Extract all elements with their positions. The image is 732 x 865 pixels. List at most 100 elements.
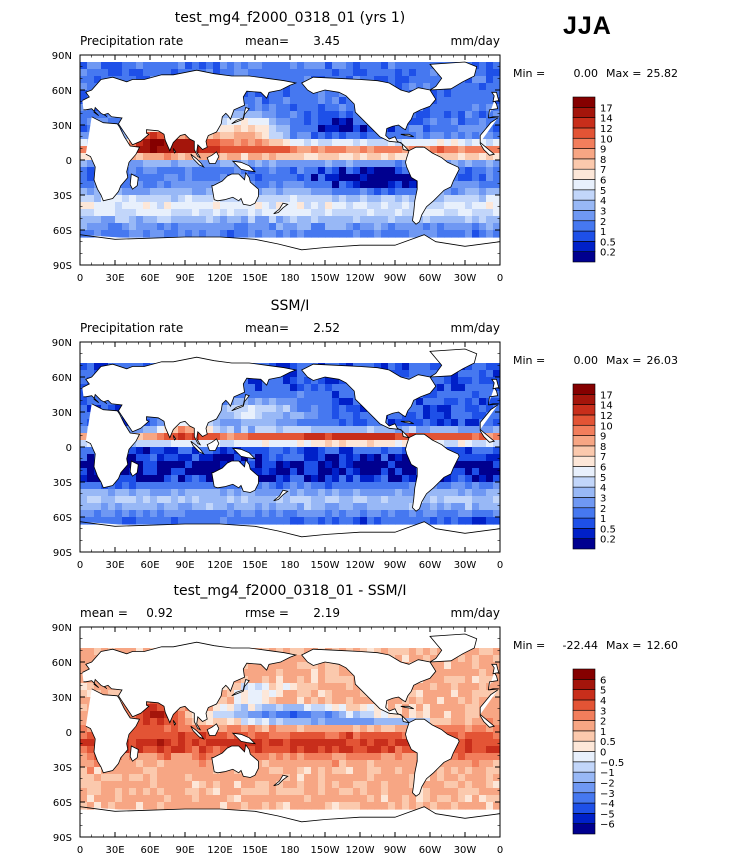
continent-outline <box>82 69 499 159</box>
continent-outline <box>273 202 289 215</box>
colorbar-label: 1 <box>600 514 606 525</box>
colorbar-label: 0.2 <box>600 535 616 546</box>
continent-outline <box>85 688 498 774</box>
y-axis: 90N 60N 30N 0 30S 60S 90S <box>52 51 500 272</box>
colorbar-box <box>572 445 596 457</box>
continent-outline <box>405 433 460 512</box>
colorbar-label: 14 <box>600 114 613 125</box>
x-tick-label: 180 <box>280 273 299 284</box>
x-tick-label: 90E <box>175 273 194 284</box>
field-label: Precipitation rate <box>80 321 183 335</box>
continent-outline <box>82 641 499 731</box>
colorbar-box <box>572 751 596 763</box>
continent-outline <box>429 633 478 663</box>
continent-outline <box>231 106 250 125</box>
colorbar-label: −6 <box>600 820 615 831</box>
continent-outline <box>491 378 500 390</box>
x-tick-label: 0 <box>77 560 83 571</box>
continent-outline <box>273 774 289 787</box>
colorbar-box <box>572 771 596 783</box>
min-label: Min = <box>513 354 545 367</box>
colorbar-box <box>572 404 596 416</box>
x-tick-label: 60W <box>419 273 442 284</box>
colorbar-label: 0.5 <box>600 524 616 535</box>
continent-outline <box>190 725 205 741</box>
y-tick-label: 30N <box>52 121 72 132</box>
colorbar-box <box>572 709 596 721</box>
colorbar-label: 12 <box>600 124 613 135</box>
continent-outline <box>85 116 498 202</box>
colorbar-box <box>572 689 596 701</box>
x-tick-label: 120E <box>207 845 232 856</box>
x-tick-label: 150W <box>311 560 340 571</box>
colorbar-label: 10 <box>600 134 613 145</box>
colorbar-box <box>572 158 596 170</box>
x-tick-label: 90W <box>384 560 407 571</box>
x-tick-label: 60W <box>419 560 442 571</box>
colorbar-label: −3 <box>600 789 615 800</box>
colorbar-box <box>572 486 596 498</box>
y-tick-label: 60N <box>52 86 72 97</box>
colorbar-box <box>572 466 596 478</box>
y-tick-label: 30S <box>53 191 72 202</box>
continent-outline <box>129 460 139 477</box>
max-label: Max = <box>606 354 641 367</box>
continent-outline <box>129 173 139 190</box>
continent-outline <box>273 489 289 502</box>
colorbar-box <box>572 96 596 108</box>
colorbar-box <box>572 241 596 252</box>
colorbar-label: −4 <box>600 799 615 810</box>
colorbar-box <box>572 761 596 773</box>
colorbar-box <box>572 497 596 509</box>
map-field <box>80 348 500 552</box>
colorbar-box <box>572 394 596 405</box>
min-value: 0.00 <box>574 67 599 80</box>
continent-outline <box>82 356 499 446</box>
continent-outline <box>491 663 500 675</box>
map-panel-2: SSM/I Precipitation rate mean= 2.52 mm/day Mi… <box>52 298 678 571</box>
x-tick-label: 150E <box>242 560 267 571</box>
y-tick-label: 0 <box>66 443 72 454</box>
colorbar-label: 12 <box>600 411 613 422</box>
units-label: mm/day <box>451 321 501 335</box>
colorbar-box <box>572 517 596 529</box>
continent-outline <box>231 393 250 412</box>
colorbar-box <box>572 148 596 160</box>
colorbar-box <box>572 137 596 149</box>
colorbar-label: 17 <box>600 103 613 114</box>
y-tick-label: 0 <box>66 728 72 739</box>
continent-outline <box>211 458 259 493</box>
continent-outline <box>80 234 500 265</box>
colorbar-box <box>572 230 596 242</box>
y-tick-label: 60S <box>53 226 72 237</box>
mean-value: 3.45 <box>313 34 340 48</box>
colorbar-box <box>572 117 596 129</box>
continent-outline <box>206 438 220 451</box>
colorbar-label: −1 <box>600 768 615 779</box>
colorbar-label: 4 <box>600 483 606 494</box>
colorbar-label: −2 <box>600 778 615 789</box>
units-label: mm/day <box>451 34 501 48</box>
x-tick-label: 120E <box>207 273 232 284</box>
colorbar-label: 2 <box>600 504 606 515</box>
continent-outline <box>429 61 478 91</box>
x-tick-label: 30E <box>105 845 124 856</box>
x-tick-label: 120W <box>346 273 375 284</box>
colorbar-box <box>572 383 596 395</box>
field-label: Precipitation rate <box>80 34 183 48</box>
continent-outline <box>301 648 437 724</box>
y-tick-label: 60S <box>53 798 72 809</box>
continent-outline <box>190 153 205 169</box>
colorbar-box <box>572 476 596 488</box>
max-value: 25.82 <box>647 67 679 80</box>
continent-outline <box>301 363 437 439</box>
continent-outline <box>231 160 257 173</box>
continent-outline <box>80 806 500 837</box>
max-label: Max = <box>606 639 641 652</box>
colorbar-label: 1 <box>600 727 606 738</box>
mean-label: mean= <box>245 321 289 335</box>
y-tick-label: 30S <box>53 478 72 489</box>
panel-title: test_mg4_f2000_0318_01 - SSM/I <box>174 583 407 599</box>
x-tick-label: 30W <box>454 560 477 571</box>
